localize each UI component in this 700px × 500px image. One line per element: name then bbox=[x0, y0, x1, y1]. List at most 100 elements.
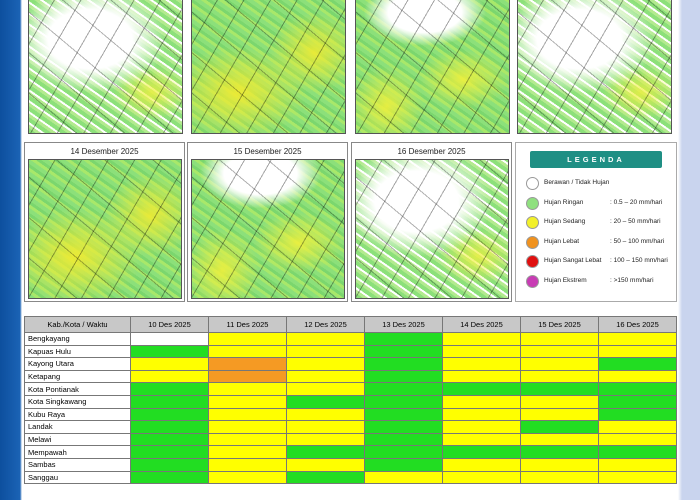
table-row: Bengkayang bbox=[24, 332, 677, 346]
region-name: Kubu Raya bbox=[24, 407, 131, 422]
region-name: Sambas bbox=[24, 457, 131, 472]
legend-swatch bbox=[526, 196, 539, 210]
legend-range: : 0.5 – 20 mm/hari bbox=[610, 198, 663, 206]
forecast-cell bbox=[364, 382, 443, 396]
region-name: Landak bbox=[24, 420, 131, 434]
header-cell: 15 Des 2025 bbox=[520, 316, 599, 333]
forecast-cell bbox=[364, 357, 443, 371]
forecast-cell bbox=[598, 445, 677, 459]
forecast-cell bbox=[442, 357, 521, 371]
forecast-cell bbox=[520, 432, 599, 447]
legend-range: : >150 mm/hari bbox=[610, 276, 654, 284]
header-cell: 10 Des 2025 bbox=[130, 316, 209, 333]
map-panel: 15 Desember 2025 bbox=[187, 142, 348, 302]
forecast-table: Kab./Kota / Waktu 10 Des 2025 11 Des 2025 1… bbox=[24, 316, 677, 485]
forecast-cell bbox=[520, 420, 599, 434]
forecast-cell bbox=[520, 457, 599, 472]
forecast-cell bbox=[130, 394, 209, 409]
table-row: Landak bbox=[24, 420, 677, 434]
legend-item: Hujan Ringan : 0.5 – 20 mm/hari bbox=[516, 194, 676, 214]
forecast-cell bbox=[130, 432, 209, 447]
forecast-cell bbox=[286, 420, 365, 434]
forecast-cell bbox=[442, 445, 521, 459]
legend-range: : 50 – 100 mm/hari bbox=[610, 237, 665, 245]
forecast-cell bbox=[130, 457, 209, 472]
map bbox=[355, 0, 510, 134]
forecast-cell bbox=[286, 445, 365, 459]
forecast-cell bbox=[364, 470, 443, 485]
forecast-cell bbox=[364, 457, 443, 472]
table-row: Kubu Raya bbox=[24, 407, 677, 422]
forecast-cell bbox=[286, 332, 365, 346]
forecast-cell bbox=[442, 407, 521, 422]
map bbox=[191, 0, 346, 134]
forecast-cell bbox=[130, 332, 209, 346]
forecast-cell bbox=[286, 432, 365, 447]
map-title: 15 Desember 2025 bbox=[233, 147, 302, 156]
forecast-cell bbox=[520, 470, 599, 485]
forecast-cell bbox=[598, 357, 677, 371]
forecast-cell bbox=[208, 382, 287, 396]
forecast-cell bbox=[130, 382, 209, 396]
legend-label: Hujan Sangat Lebat bbox=[544, 257, 602, 264]
legend-title: LEGENDA bbox=[530, 151, 662, 168]
map-title: 16 Desember 2025 bbox=[397, 147, 466, 156]
forecast-cell bbox=[520, 332, 599, 346]
region-name: Bengkayang bbox=[24, 332, 131, 346]
forecast-cell bbox=[130, 420, 209, 434]
forecast-cell bbox=[286, 382, 365, 396]
forecast-cell bbox=[286, 369, 365, 384]
forecast-cell bbox=[442, 420, 521, 434]
legend-label: Hujan Lebat bbox=[544, 237, 580, 245]
forecast-cell bbox=[364, 407, 443, 422]
forecast-cell bbox=[520, 369, 599, 384]
forecast-cell bbox=[286, 407, 365, 422]
legend-swatch bbox=[526, 274, 539, 288]
forecast-cell bbox=[130, 369, 209, 384]
forecast-cell bbox=[130, 445, 209, 459]
legend-swatch bbox=[526, 216, 539, 229]
table-row: Ketapang bbox=[24, 369, 677, 384]
legend: LEGENDA Berawan / Tidak Hujan Hujan Ringa… bbox=[515, 142, 677, 302]
forecast-cell bbox=[598, 457, 677, 472]
forecast-cell bbox=[442, 457, 521, 472]
region-name: Melawi bbox=[24, 432, 131, 447]
map bbox=[28, 0, 183, 134]
header-cell: 11 Des 2025 bbox=[208, 316, 287, 333]
forecast-cell bbox=[208, 369, 287, 384]
forecast-cell bbox=[364, 369, 443, 384]
forecast-cell bbox=[208, 420, 287, 434]
forecast-cell bbox=[364, 332, 443, 346]
legend-label: Hujan Sedang bbox=[544, 218, 586, 225]
table-row: Kapuas Hulu bbox=[24, 344, 677, 359]
header-row: Kab./Kota / Waktu 10 Des 2025 11 Des 2025 1… bbox=[24, 316, 677, 333]
table-row: Kota Singkawang bbox=[24, 394, 677, 409]
forecast-cell bbox=[520, 357, 599, 371]
forecast-cell bbox=[520, 382, 599, 396]
region-name: Kota Singkawang bbox=[24, 394, 131, 409]
table-row: Kota Pontianak bbox=[24, 382, 677, 396]
region-name: Ketapang bbox=[24, 369, 131, 384]
legend-item: Hujan Lebat : 50 – 100 mm/hari bbox=[516, 233, 676, 253]
legend-swatch bbox=[526, 177, 539, 190]
legend-item: Hujan Sangat Lebat: 100 – 150 mm/hari bbox=[516, 252, 676, 272]
header-cell: 12 Des 2025 bbox=[286, 316, 365, 333]
forecast-cell bbox=[442, 432, 521, 447]
forecast-cell bbox=[442, 369, 521, 384]
forecast-cell bbox=[520, 407, 599, 422]
forecast-cell bbox=[598, 470, 677, 485]
legend-label: Hujan Ringan bbox=[544, 198, 584, 206]
forecast-cell bbox=[598, 432, 677, 447]
forecast-cell bbox=[442, 394, 521, 409]
forecast-cell bbox=[286, 470, 365, 485]
forecast-cell bbox=[364, 445, 443, 459]
table-row: Sanggau bbox=[24, 470, 677, 485]
header-cell: 14 Des 2025 bbox=[442, 316, 521, 333]
region-name: Kapuas Hulu bbox=[24, 344, 131, 359]
legend-item: Hujan Ekstrem: >150 mm/hari bbox=[516, 272, 676, 292]
forecast-cell bbox=[130, 470, 209, 485]
map-panel: 16 Desember 2025 bbox=[351, 142, 512, 302]
region-name: Kayong Utara bbox=[24, 357, 131, 371]
forecast-cell bbox=[598, 332, 677, 346]
forecast-cell bbox=[442, 332, 521, 346]
